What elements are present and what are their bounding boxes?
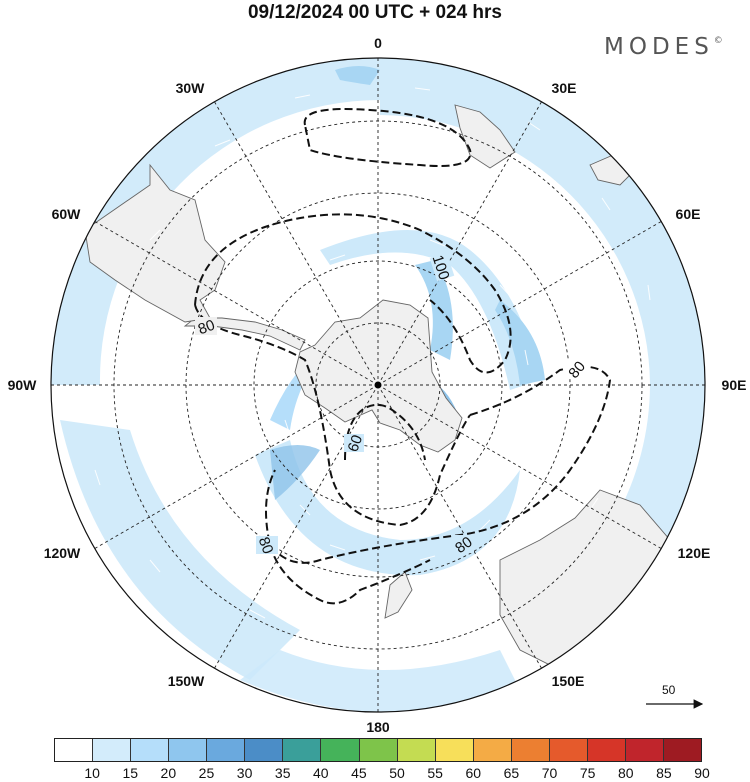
lon-label-120e: 120E bbox=[678, 545, 711, 561]
contour-80-south bbox=[269, 544, 431, 605]
colorbar-tick-label: 45 bbox=[351, 765, 367, 781]
lon-label-150e: 150E bbox=[552, 673, 585, 689]
south-pole-dot bbox=[374, 381, 382, 389]
colorbar-tick-label: 40 bbox=[313, 765, 329, 781]
colorbar-swatch bbox=[625, 739, 664, 761]
colorbar-tick-label: 30 bbox=[236, 765, 253, 781]
reference-vector-label: 50 bbox=[662, 683, 676, 697]
contour-80-ring bbox=[194, 213, 512, 374]
lon-label-60w: 60W bbox=[52, 206, 82, 222]
map-disk bbox=[51, 58, 705, 712]
colorbar-tick-label: 80 bbox=[617, 765, 634, 781]
colorbar-tick-label: 15 bbox=[122, 765, 139, 781]
chart-title: 09/12/2024 00 UTC + 024 hrs bbox=[247, 2, 503, 23]
colorbar-tick-label: 10 bbox=[84, 765, 100, 781]
lon-label-90e: 90E bbox=[722, 377, 747, 393]
lon-label-90w: 90W bbox=[8, 377, 38, 393]
contour-lines bbox=[194, 108, 612, 605]
colorbar-tick-label: 50 bbox=[389, 765, 405, 781]
colorbar-swatch bbox=[435, 739, 474, 761]
map-border bbox=[50, 57, 706, 713]
colorbar-swatch bbox=[549, 739, 588, 761]
colorbar-swatch bbox=[131, 739, 170, 761]
colorbar-swatch bbox=[664, 739, 702, 761]
contour-label: 60 bbox=[345, 433, 367, 454]
contour-100-north bbox=[303, 108, 472, 167]
contour-60 bbox=[344, 403, 426, 461]
colorbar-swatch bbox=[283, 739, 322, 761]
contour-label: 80 bbox=[452, 533, 475, 556]
lon-label-60e: 60E bbox=[676, 206, 701, 222]
contour-label: 80 bbox=[255, 535, 277, 556]
colorbar bbox=[54, 738, 702, 762]
colorbar-swatch bbox=[169, 739, 208, 761]
colorbar-swatch bbox=[473, 739, 512, 761]
colorbar-tick-label: 65 bbox=[503, 765, 520, 781]
land-masses bbox=[84, 104, 681, 671]
colorbar-swatch bbox=[359, 739, 398, 761]
new-zealand bbox=[384, 571, 413, 619]
colorbar-swatch bbox=[321, 739, 360, 761]
colorbar-tick-label: 35 bbox=[274, 765, 291, 781]
lon-label-180: 180 bbox=[366, 719, 390, 735]
contour-label: 100 bbox=[429, 253, 453, 282]
colorbar-tick-label: 85 bbox=[656, 765, 672, 781]
lon-label-120w: 120W bbox=[44, 545, 81, 561]
colorbar-swatch bbox=[207, 739, 246, 761]
brand-logo: MODES© bbox=[604, 34, 723, 60]
copyright-mark: © bbox=[713, 36, 723, 46]
colorbar-tick-label: 25 bbox=[198, 765, 215, 781]
colorbar-tick-label: 90 bbox=[694, 765, 710, 781]
colorbar-swatch bbox=[245, 739, 284, 761]
lon-label-30e: 30E bbox=[552, 80, 577, 96]
colorbar-swatch bbox=[587, 739, 626, 761]
colorbar-swatch bbox=[511, 739, 550, 761]
brand-text: MODES bbox=[604, 34, 714, 60]
wind-vectors bbox=[94, 87, 651, 619]
lon-label-0: 0 bbox=[374, 35, 382, 51]
contour-80-inner bbox=[194, 304, 471, 527]
colorbar-tick-label: 55 bbox=[427, 765, 443, 781]
colorbar-tick-label: 70 bbox=[541, 765, 558, 781]
colorbar-swatch bbox=[55, 739, 94, 761]
colorbar-swatch bbox=[397, 739, 436, 761]
contour-80-outer bbox=[265, 365, 612, 564]
lon-label-150w: 150W bbox=[168, 673, 205, 689]
contour-label: 80 bbox=[196, 317, 217, 339]
colorbar-tick-label: 75 bbox=[579, 765, 596, 781]
lon-label-30w: 30W bbox=[176, 80, 206, 96]
antarctica bbox=[294, 299, 463, 453]
colorbar-tick-label: 60 bbox=[465, 765, 482, 781]
colorbar-tick-label: 20 bbox=[160, 765, 177, 781]
colorbar-swatch bbox=[93, 739, 132, 761]
